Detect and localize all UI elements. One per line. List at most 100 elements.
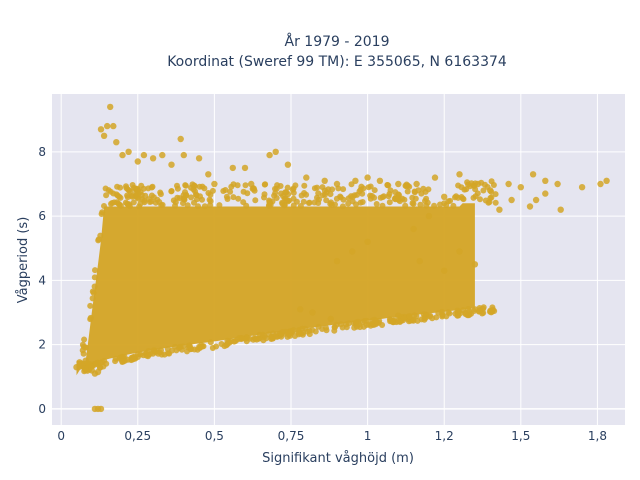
scatter-point bbox=[431, 174, 439, 181]
scatter-point bbox=[352, 177, 359, 184]
scatter-edge-point bbox=[180, 343, 187, 350]
scatter-point bbox=[85, 360, 93, 368]
scatter-edge-point bbox=[230, 194, 237, 201]
scatter-edge-point bbox=[220, 188, 227, 194]
scatter-edge-point bbox=[251, 185, 257, 192]
scatter-edge-point bbox=[235, 195, 242, 202]
scatter-edge-point bbox=[353, 201, 359, 208]
scatter-point bbox=[104, 122, 111, 130]
scatter-edge-point bbox=[227, 188, 234, 195]
scatter-edge-point bbox=[107, 188, 114, 195]
scatter-edge-point bbox=[349, 193, 356, 200]
scatter-edge-point bbox=[403, 183, 410, 190]
scatter-edge-point bbox=[488, 307, 495, 314]
scatter-point bbox=[529, 171, 537, 178]
scatter-point bbox=[364, 174, 371, 181]
scatter-edge-point bbox=[379, 202, 386, 209]
scatter-edge-point bbox=[182, 182, 189, 189]
scatter-edge-point bbox=[216, 202, 223, 209]
scatter-edge-point bbox=[97, 232, 104, 239]
scatter-point bbox=[505, 180, 512, 188]
scatter-edge-point bbox=[468, 180, 475, 187]
scatter-edge-point bbox=[87, 314, 94, 321]
scatter-edge-point bbox=[242, 182, 249, 189]
scatter-edge-point bbox=[261, 194, 267, 201]
scatter-edge-point bbox=[168, 188, 175, 195]
scatter-point bbox=[140, 151, 148, 159]
scatter-edge-point bbox=[297, 203, 304, 209]
scatter-edge-point bbox=[176, 195, 183, 202]
scatter-edge-point bbox=[189, 181, 196, 188]
scatter-edge-point bbox=[488, 194, 495, 201]
scatter-point bbox=[471, 261, 479, 268]
scatter-edge-point bbox=[286, 197, 293, 204]
scatter-edge-point bbox=[209, 187, 216, 194]
scatter-edge-point bbox=[492, 199, 499, 206]
scatter-edge-point bbox=[411, 188, 418, 195]
scatter-point bbox=[205, 171, 212, 178]
scatter-point bbox=[97, 126, 105, 133]
scatter-edge-point bbox=[406, 313, 413, 320]
scatter-point bbox=[195, 155, 203, 162]
scatter-edge-point bbox=[126, 203, 133, 210]
scatter-edge-point bbox=[196, 343, 203, 350]
scatter-edge-point bbox=[187, 343, 193, 350]
scatter-point bbox=[441, 267, 448, 274]
scatter-edge-point bbox=[306, 331, 313, 338]
scatter-edge-point bbox=[426, 313, 433, 320]
scatter-point bbox=[542, 177, 549, 184]
scatter-point bbox=[554, 180, 561, 188]
scatter-edge-point bbox=[147, 199, 153, 205]
scatter-edge-point bbox=[260, 337, 267, 344]
scatter-edge-point bbox=[103, 192, 110, 199]
scatter-edge-point bbox=[145, 185, 152, 192]
scatter-edge-point bbox=[117, 194, 124, 201]
scatter-edge-point bbox=[445, 309, 452, 316]
scatter-edge-point bbox=[477, 196, 483, 203]
scatter-edge-point bbox=[89, 295, 96, 302]
scatter-edge-point bbox=[279, 329, 286, 336]
scatter-point bbox=[303, 174, 310, 181]
scatter-edge-point bbox=[81, 336, 88, 343]
scatter-edge-point bbox=[420, 311, 427, 318]
scatter-edge-point bbox=[387, 187, 394, 194]
scatter-edge-point bbox=[207, 198, 214, 205]
scatter-edge-point bbox=[490, 182, 497, 188]
scatter-edge-point bbox=[371, 187, 378, 194]
scatter-edge-point bbox=[422, 198, 428, 204]
scatter-edge-point bbox=[322, 191, 328, 198]
scatter-edge-point bbox=[135, 191, 142, 198]
scatter-edge-point bbox=[284, 184, 291, 191]
scatter-point bbox=[107, 103, 114, 111]
scatter-point bbox=[508, 196, 515, 204]
scatter-point bbox=[248, 180, 255, 188]
y-tick-label: 2 bbox=[38, 338, 46, 352]
scatter-edge-point bbox=[225, 338, 232, 345]
scatter-point bbox=[309, 309, 316, 316]
scatter-edge-point bbox=[359, 199, 366, 205]
scatter-edge-point bbox=[195, 203, 201, 210]
y-axis-title: Vågperiod (s) bbox=[16, 217, 31, 304]
scatter-edge-point bbox=[102, 185, 109, 192]
scatter-point bbox=[395, 312, 402, 319]
scatter-edge-point bbox=[462, 311, 469, 318]
scatter-edge-point bbox=[299, 325, 306, 332]
scatter-edge-point bbox=[418, 190, 425, 197]
scatter-point bbox=[91, 405, 99, 413]
scatter-edge-point bbox=[236, 335, 243, 341]
scatter-edge-point bbox=[306, 199, 313, 206]
scatter-point bbox=[496, 206, 503, 213]
scatter-edge-point bbox=[323, 197, 330, 204]
scatter-point bbox=[159, 151, 166, 159]
scatter-edge-point bbox=[328, 199, 334, 206]
scatter-edge-point bbox=[373, 201, 380, 207]
scatter-edge-point bbox=[386, 199, 393, 206]
scatter-point bbox=[284, 161, 292, 168]
scatter-edge-point bbox=[289, 186, 296, 193]
scatter-point bbox=[416, 257, 423, 265]
scatter-edge-point bbox=[253, 336, 260, 343]
scatter-point bbox=[517, 184, 524, 191]
scatter-edge-point bbox=[111, 199, 118, 206]
x-axis-title: Signifikant våghöjd (m) bbox=[262, 451, 414, 466]
scatter-point bbox=[149, 155, 157, 162]
